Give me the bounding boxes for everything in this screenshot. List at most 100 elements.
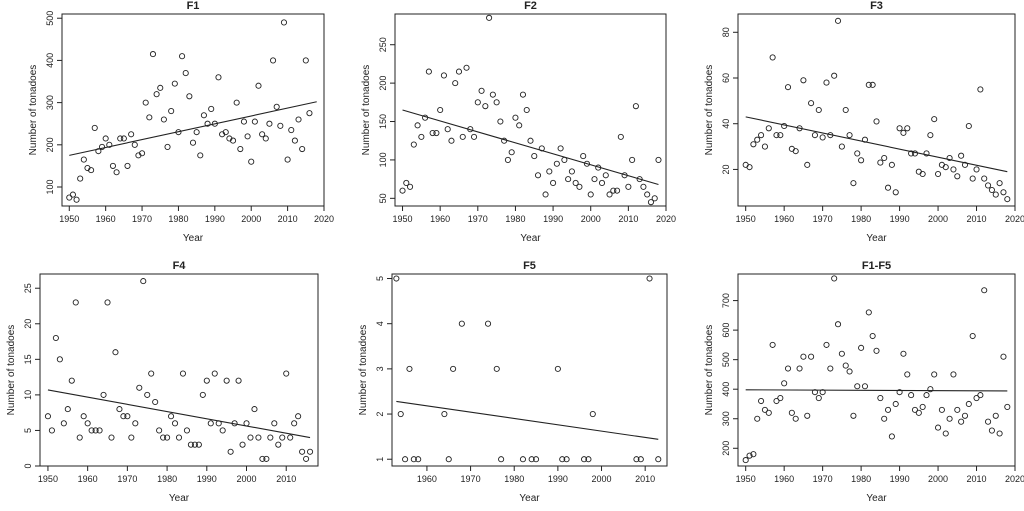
y-axis-label: Number of tonadoes <box>704 65 715 156</box>
y-tick-label: 10 <box>23 390 33 400</box>
data-point <box>915 168 922 175</box>
x-axis-label: Year <box>169 493 190 504</box>
y-axis-label: Number of tonadoes <box>361 65 372 156</box>
data-point <box>911 150 919 157</box>
data-point <box>277 122 284 129</box>
data-point <box>827 365 834 372</box>
y-tick-label: 200 <box>721 441 731 456</box>
data-point <box>291 420 298 427</box>
data-point <box>164 434 171 441</box>
data-point <box>418 133 425 140</box>
data-point <box>563 456 570 463</box>
data-point <box>306 110 313 117</box>
data-point <box>104 299 111 306</box>
data-point <box>850 412 857 419</box>
data-point <box>455 68 463 75</box>
data-point <box>850 180 857 187</box>
x-tick-label: 2010 <box>276 474 296 484</box>
data-point <box>598 179 606 187</box>
data-point <box>124 162 131 169</box>
data-point <box>546 168 553 175</box>
data-point <box>523 106 530 114</box>
data-point <box>508 149 515 156</box>
data-point <box>908 392 915 399</box>
x-tick-label: 1950 <box>736 474 756 484</box>
data-point <box>614 187 621 194</box>
x-tick-label: 2010 <box>967 474 987 484</box>
data-point <box>463 64 470 71</box>
trend-line <box>745 389 1008 392</box>
data-point <box>996 430 1003 437</box>
data-point <box>927 132 934 139</box>
data-point <box>248 158 255 165</box>
data-point <box>591 176 598 183</box>
data-point <box>458 320 465 327</box>
data-point <box>804 412 811 419</box>
data-point <box>827 132 834 139</box>
data-point <box>229 137 237 144</box>
data-point <box>904 125 911 132</box>
data-point <box>838 143 845 150</box>
data-point <box>646 275 653 282</box>
data-point <box>108 434 115 441</box>
data-point <box>203 377 210 384</box>
data-point <box>800 353 807 360</box>
x-tick-label: 2000 <box>236 474 256 484</box>
data-point <box>402 456 409 463</box>
y-tick-label: 40 <box>721 119 731 129</box>
data-point <box>758 132 765 139</box>
data-point <box>792 415 799 422</box>
data-point <box>302 57 309 64</box>
trend-line <box>69 101 317 156</box>
data-point <box>142 99 149 106</box>
data-point <box>846 132 853 139</box>
data-point <box>981 175 988 182</box>
data-point <box>834 321 842 328</box>
data-point <box>148 370 155 377</box>
x-tick-label: 1990 <box>890 474 910 484</box>
y-tick-label: 0 <box>23 463 33 468</box>
data-point <box>854 383 861 390</box>
data-point <box>280 19 288 26</box>
data-point <box>179 53 186 60</box>
y-tick-label: 400 <box>721 382 731 397</box>
data-point <box>773 397 780 405</box>
data-point <box>572 179 579 187</box>
data-point <box>120 413 127 420</box>
data-point <box>452 80 459 87</box>
data-point <box>233 99 240 106</box>
data-point <box>397 410 404 418</box>
data-point <box>68 377 75 384</box>
data-point <box>621 172 628 179</box>
data-point <box>973 166 980 173</box>
data-point <box>48 427 55 434</box>
data-point <box>1000 353 1007 360</box>
data-point <box>773 132 780 139</box>
data-point <box>44 413 51 420</box>
data-point <box>393 275 400 282</box>
data-point <box>273 103 280 110</box>
data-point <box>156 427 163 434</box>
data-point <box>69 191 76 198</box>
data-point <box>440 72 447 79</box>
data-point <box>437 106 444 114</box>
data-point <box>193 129 200 136</box>
data-point <box>977 392 984 399</box>
data-point <box>117 135 124 142</box>
data-point <box>208 105 215 112</box>
data-point <box>800 77 807 84</box>
data-point <box>152 398 159 406</box>
data-point <box>534 172 542 179</box>
data-point <box>765 125 772 132</box>
x-tick-label: 1980 <box>157 474 177 484</box>
data-point <box>262 135 269 142</box>
data-point <box>583 160 591 167</box>
data-point <box>80 413 87 420</box>
data-point <box>581 456 588 463</box>
x-tick-label: 1950 <box>736 214 756 224</box>
data-point <box>781 380 788 387</box>
x-tick-label: 2020 <box>656 214 676 224</box>
data-point <box>769 341 776 348</box>
x-tick-label: 2010 <box>635 474 655 484</box>
data-point <box>892 189 899 196</box>
